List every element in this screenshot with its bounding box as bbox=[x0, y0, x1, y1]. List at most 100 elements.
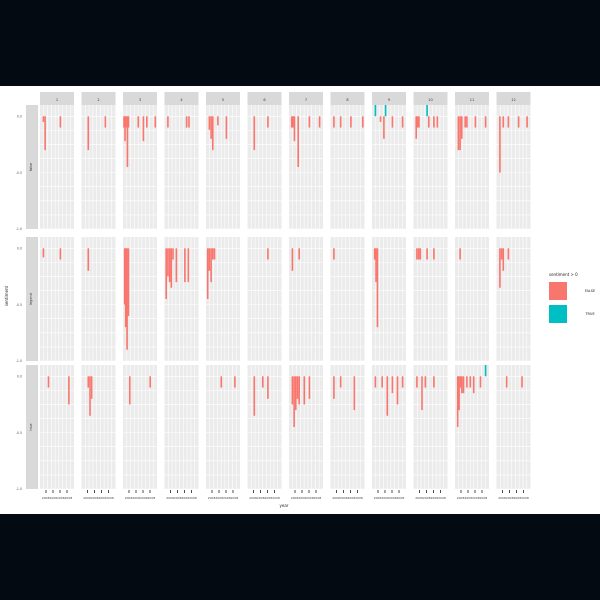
facet-panel bbox=[164, 237, 199, 362]
facet-panel bbox=[372, 237, 406, 362]
bar bbox=[484, 365, 487, 377]
facet-strip-col-label: 9 bbox=[388, 98, 390, 102]
facet-strip-col bbox=[206, 92, 240, 106]
x-tick-label: 2008200820082008 bbox=[125, 496, 156, 500]
panel-background bbox=[330, 365, 365, 489]
facet-panel bbox=[330, 237, 365, 362]
bar bbox=[374, 376, 377, 388]
facet-panel bbox=[330, 365, 365, 490]
bar bbox=[318, 116, 321, 128]
bar bbox=[479, 376, 482, 388]
facet-strip-col bbox=[455, 92, 489, 106]
bar bbox=[212, 248, 214, 260]
facet-panel bbox=[123, 237, 157, 362]
bar bbox=[234, 376, 236, 388]
bar bbox=[466, 116, 468, 128]
bar bbox=[142, 116, 145, 142]
facet-panel bbox=[496, 365, 531, 490]
bar bbox=[225, 116, 228, 139]
panel-background bbox=[413, 365, 448, 489]
x-tick-label: 2008200820082008 bbox=[249, 496, 280, 500]
bar bbox=[42, 116, 45, 122]
bar bbox=[127, 248, 130, 316]
bar bbox=[415, 116, 418, 139]
y-tick-label: -1.0 bbox=[16, 227, 22, 231]
x-tick-label: 2008200820082008 bbox=[291, 496, 322, 500]
bar bbox=[170, 248, 173, 288]
faceted-bar-chart: 1 2 3 4 5 6 7 8 9 10 11 12false0.0-0.5-1.0legend0.0… bbox=[4, 92, 595, 508]
bar bbox=[507, 248, 510, 260]
facet-strip-col-label: 10 bbox=[428, 98, 432, 102]
bar bbox=[457, 116, 460, 151]
bar bbox=[416, 248, 418, 260]
facet-strip-col bbox=[330, 92, 365, 106]
bar bbox=[421, 376, 423, 411]
x-axis-label: year bbox=[280, 503, 289, 508]
facet-panel bbox=[123, 365, 157, 490]
panel-background bbox=[81, 105, 116, 229]
bar bbox=[381, 376, 383, 388]
bar bbox=[297, 116, 299, 167]
facet-panel bbox=[247, 365, 282, 490]
bar bbox=[333, 376, 335, 399]
panel-background bbox=[289, 237, 323, 361]
facet-strip-col-label: 11 bbox=[470, 98, 474, 102]
panel-background bbox=[496, 105, 531, 229]
bar bbox=[125, 116, 127, 128]
facet-panel bbox=[413, 365, 448, 490]
panel-background bbox=[247, 365, 282, 489]
bar bbox=[123, 248, 126, 305]
bar bbox=[291, 376, 294, 405]
facet-panel bbox=[40, 365, 74, 490]
bar bbox=[295, 376, 297, 411]
x-tick-label: 2008200820082008 bbox=[83, 496, 114, 500]
bar bbox=[188, 116, 190, 128]
bar bbox=[464, 116, 466, 128]
bar bbox=[292, 116, 294, 128]
legend-key-true bbox=[549, 305, 567, 323]
panel-background bbox=[123, 365, 157, 489]
bar bbox=[59, 116, 62, 128]
facet-strip-col-label: 4 bbox=[180, 98, 183, 102]
bar bbox=[458, 376, 460, 411]
bar bbox=[459, 116, 461, 151]
bar bbox=[212, 116, 214, 151]
bar bbox=[426, 105, 428, 117]
bar bbox=[461, 116, 463, 139]
bar bbox=[416, 376, 418, 388]
facet-strip-col-label: 5 bbox=[222, 98, 224, 102]
bar bbox=[210, 116, 212, 139]
facet-strip-col bbox=[496, 92, 531, 106]
facet-strip-col bbox=[81, 92, 116, 106]
bar bbox=[167, 116, 169, 128]
facet-panel bbox=[206, 237, 240, 362]
facet-strip-col-label: 8 bbox=[346, 98, 348, 102]
bar bbox=[401, 116, 404, 128]
bar bbox=[308, 376, 311, 399]
facet-panel bbox=[372, 105, 406, 230]
x-tick-label: 2008200820082008 bbox=[457, 496, 488, 500]
bar bbox=[127, 116, 130, 128]
bar bbox=[339, 116, 342, 128]
bar bbox=[267, 376, 269, 399]
facet-strip-row bbox=[26, 237, 38, 361]
bar bbox=[502, 116, 505, 128]
facet-panel bbox=[81, 105, 116, 230]
bar bbox=[333, 116, 335, 128]
y-tick-label: -0.5 bbox=[16, 171, 22, 175]
facet-strip-row-label: legend bbox=[29, 293, 33, 305]
bar bbox=[484, 116, 487, 128]
bar bbox=[500, 248, 503, 260]
bar bbox=[499, 248, 501, 288]
facet-panel bbox=[40, 105, 74, 230]
bar bbox=[298, 376, 300, 405]
bar bbox=[499, 116, 501, 173]
bar bbox=[90, 376, 93, 399]
legend-label-false: FALSE bbox=[585, 289, 595, 293]
bar bbox=[374, 105, 377, 117]
x-tick-label: 2008200820082008 bbox=[415, 496, 446, 500]
y-tick-label: -0.5 bbox=[16, 431, 22, 435]
bar bbox=[419, 248, 422, 260]
facet-panel bbox=[455, 105, 489, 230]
facet-panel bbox=[496, 105, 531, 230]
